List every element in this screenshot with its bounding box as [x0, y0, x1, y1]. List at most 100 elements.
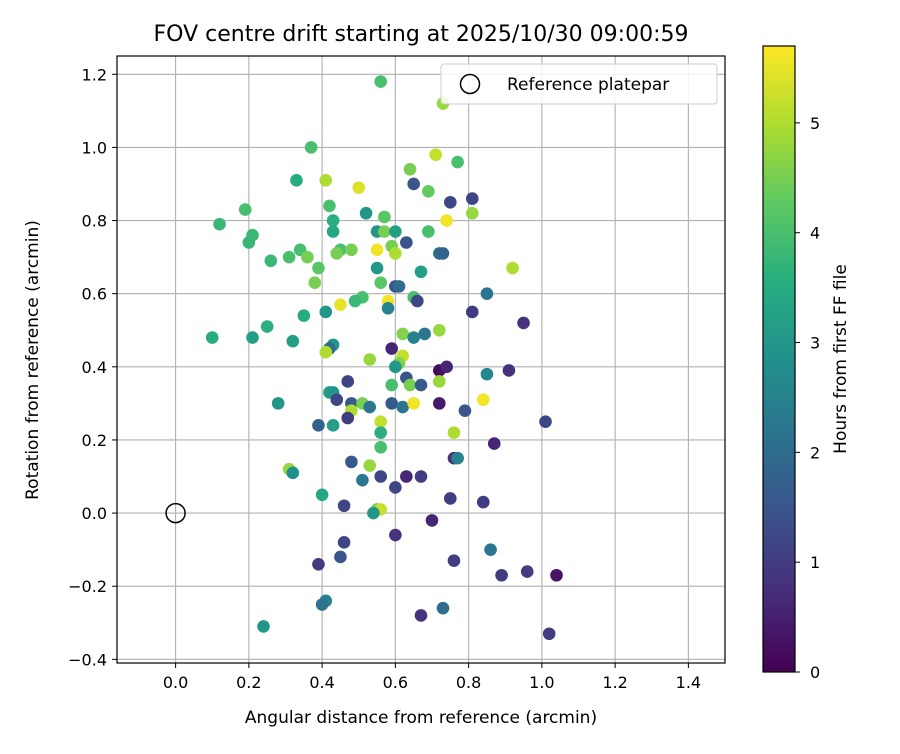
scatter-point — [385, 378, 398, 392]
scatter-point — [374, 276, 388, 290]
scatter-point — [520, 565, 534, 578]
scatter-point — [315, 488, 329, 502]
scatter-point — [447, 554, 461, 567]
scatter-point — [356, 473, 369, 487]
scatter-point — [246, 331, 259, 344]
x-tick-label: 1.4 — [676, 673, 701, 692]
scatter-point — [400, 470, 413, 483]
reference-platepar-marker — [165, 502, 186, 524]
scatter-point — [495, 568, 508, 582]
scatter-point — [476, 393, 490, 407]
x-tick-label: 0.4 — [309, 673, 334, 692]
scatter-point — [392, 280, 406, 293]
scatter-point — [326, 225, 340, 238]
colorbar-tick-label: 4 — [810, 224, 820, 243]
scatter-point — [374, 415, 388, 428]
scatter-point — [297, 309, 311, 322]
scatter-point — [440, 360, 453, 374]
scatter-point — [359, 206, 373, 220]
scatter-point — [539, 415, 552, 428]
scatter-point — [290, 174, 303, 187]
scatter-point — [374, 75, 388, 88]
scatter-point — [396, 400, 409, 414]
colorbar-ticks: 0 1 2 3 4 5 — [795, 114, 820, 682]
scatter-point — [429, 148, 442, 162]
scatter-point — [465, 305, 479, 319]
y-tick-label: −0.4 — [68, 650, 107, 669]
y-tick-label: 0.6 — [82, 285, 107, 304]
scatter-point — [367, 506, 380, 520]
scatter-point — [370, 243, 384, 257]
scatter-point — [213, 217, 226, 231]
scatter-point — [484, 543, 497, 556]
scatter-point — [205, 331, 219, 344]
x-tick-label: 0.6 — [383, 673, 408, 692]
scatter-point — [337, 499, 351, 513]
chart-title: FOV centre drift starting at 2025/10/30 … — [154, 22, 689, 47]
scatter-point — [436, 247, 450, 260]
scatter-points — [205, 75, 563, 641]
scatter-point — [260, 320, 274, 333]
scatter-point — [411, 294, 424, 308]
scatter-point — [370, 261, 384, 275]
x-tick-label: 0.0 — [163, 673, 188, 692]
x-tick-label: 1.2 — [602, 673, 627, 692]
scatter-point — [348, 294, 362, 308]
scatter-point — [319, 174, 333, 187]
scatter-point — [451, 451, 464, 465]
scatter-point — [422, 225, 435, 238]
scatter-point — [378, 225, 391, 238]
scatter-point — [480, 287, 494, 300]
scatter-point — [264, 254, 278, 268]
scatter-point — [242, 236, 256, 249]
scatter-point — [308, 276, 322, 290]
y-tick-label: 0.8 — [82, 212, 107, 231]
scatter-point — [476, 495, 490, 509]
scatter-point — [433, 323, 446, 337]
x-axis-ticks: 0.0 0.2 0.4 0.6 0.8 1.0 1.2 1.4 — [163, 663, 701, 692]
scatter-point — [414, 609, 428, 622]
scatter-point — [444, 492, 457, 505]
scatter-point — [517, 316, 530, 330]
scatter-point — [301, 250, 314, 264]
scatter-point — [385, 342, 398, 355]
scatter-point — [480, 367, 494, 381]
scatter-point — [389, 528, 402, 542]
scatter-point — [363, 353, 377, 366]
scatter-point — [330, 393, 344, 407]
scatter-point — [502, 364, 516, 377]
scatter-point — [506, 261, 519, 275]
scatter-point — [257, 620, 270, 633]
y-tick-label: 1.0 — [82, 138, 107, 157]
scatter-point — [374, 426, 388, 439]
scatter-point — [465, 206, 479, 220]
y-tick-label: −0.2 — [68, 577, 107, 596]
scatter-point — [407, 177, 420, 191]
scatter-point — [418, 327, 431, 341]
scatter-point — [337, 536, 351, 549]
x-tick-label: 0.2 — [236, 673, 261, 692]
y-axis-label: Rotation from reference (arcmin) — [23, 220, 43, 500]
scatter-point — [407, 397, 420, 410]
colorbar-frame — [762, 45, 796, 673]
scatter-point — [458, 404, 472, 417]
colorbar-tick-label: 1 — [810, 553, 820, 572]
legend-box — [440, 63, 718, 105]
scatter-point — [444, 195, 457, 209]
scatter-point — [363, 400, 377, 414]
scatter-point — [319, 305, 333, 319]
scatter-point — [542, 627, 556, 641]
x-axis-label: Angular distance from reference (arcmin) — [245, 708, 597, 728]
scatter-point — [400, 236, 413, 249]
scatter-point — [345, 243, 358, 257]
scatter-point — [403, 378, 417, 392]
legend-label: Reference platepar — [507, 75, 669, 95]
scatter-point — [407, 331, 420, 344]
scatter-point — [345, 455, 358, 469]
scatter-point — [282, 250, 296, 264]
scatter-point — [465, 192, 479, 205]
y-axis-ticks: −0.4 −0.2 0.0 0.2 0.4 0.6 0.8 1.0 1.2 — [68, 65, 117, 669]
y-tick-label: 1.2 — [82, 65, 107, 84]
scatter-point — [396, 327, 409, 341]
